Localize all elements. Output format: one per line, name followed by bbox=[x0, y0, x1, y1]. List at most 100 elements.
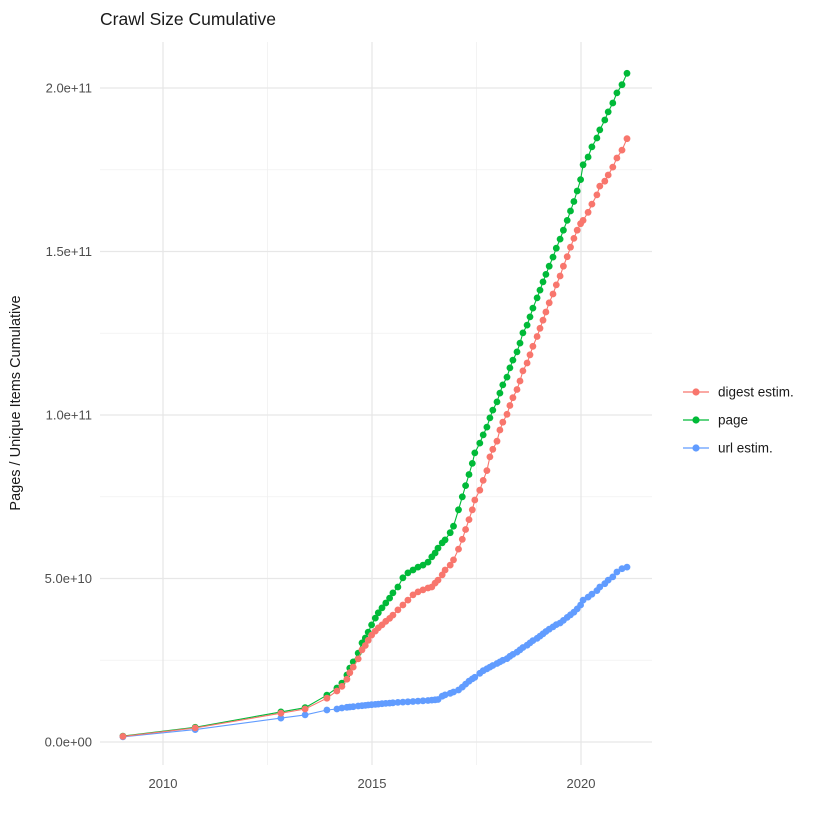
legend-key-point bbox=[692, 388, 700, 396]
data-point bbox=[394, 699, 402, 706]
data-point bbox=[389, 699, 397, 707]
data-point bbox=[404, 569, 412, 577]
data-point bbox=[458, 493, 466, 501]
data-point bbox=[579, 217, 587, 224]
legend-item-url-estim: url estim. bbox=[683, 441, 773, 456]
data-point bbox=[479, 431, 487, 439]
data-point bbox=[424, 558, 432, 566]
data-point bbox=[567, 243, 574, 251]
data-point bbox=[364, 636, 372, 644]
x-tick-label: 2020 bbox=[567, 776, 596, 791]
data-point bbox=[489, 445, 497, 453]
data-point bbox=[399, 574, 407, 582]
data-point bbox=[441, 691, 449, 699]
data-point bbox=[533, 294, 541, 302]
data-point bbox=[523, 359, 531, 367]
data-point bbox=[333, 687, 341, 695]
data-point bbox=[623, 563, 631, 571]
data-point bbox=[301, 705, 309, 713]
data-point bbox=[399, 601, 407, 609]
data-point bbox=[338, 704, 346, 712]
y-tick-label: 0.0e+00 bbox=[45, 735, 92, 750]
data-point bbox=[593, 134, 601, 142]
data-point bbox=[499, 381, 507, 389]
data-point bbox=[618, 146, 626, 154]
data-point bbox=[539, 278, 547, 286]
series-layer bbox=[119, 69, 631, 741]
data-point bbox=[493, 398, 501, 406]
data-point bbox=[601, 116, 609, 124]
data-point bbox=[343, 675, 351, 683]
x-axis-tick-labels: 2010 2015 2020 bbox=[149, 776, 596, 791]
data-point bbox=[613, 154, 621, 162]
data-point bbox=[378, 604, 386, 612]
data-point bbox=[476, 439, 484, 447]
data-point bbox=[441, 536, 449, 544]
data-point bbox=[509, 394, 517, 402]
data-point bbox=[526, 313, 534, 321]
data-point bbox=[623, 135, 631, 143]
data-point bbox=[493, 437, 501, 445]
data-point bbox=[431, 549, 439, 557]
data-point bbox=[513, 386, 521, 393]
data-point bbox=[446, 529, 454, 537]
data-point bbox=[570, 198, 578, 205]
data-point bbox=[529, 342, 537, 350]
data-point bbox=[361, 642, 369, 649]
legend-key-point bbox=[692, 416, 700, 424]
data-point bbox=[503, 410, 511, 418]
data-point bbox=[545, 299, 553, 307]
data-point bbox=[458, 535, 466, 543]
data-point bbox=[539, 316, 547, 324]
data-point bbox=[346, 669, 354, 677]
data-point bbox=[552, 281, 560, 289]
data-point bbox=[462, 526, 469, 533]
data-point bbox=[414, 697, 422, 705]
data-point bbox=[471, 449, 479, 457]
data-point bbox=[588, 143, 596, 151]
data-point bbox=[471, 673, 479, 681]
data-point bbox=[503, 373, 511, 381]
legend-item-page: page bbox=[683, 413, 748, 428]
data-point bbox=[465, 471, 473, 478]
data-point bbox=[323, 694, 331, 702]
data-point bbox=[394, 606, 402, 614]
data-point bbox=[446, 561, 454, 569]
data-point bbox=[513, 348, 521, 356]
data-point bbox=[323, 706, 331, 714]
data-point bbox=[450, 522, 457, 530]
data-point bbox=[506, 364, 514, 372]
data-point bbox=[584, 208, 592, 216]
data-point bbox=[499, 418, 507, 426]
data-point bbox=[563, 217, 571, 224]
data-point bbox=[277, 714, 285, 722]
data-point bbox=[552, 244, 560, 252]
data-point bbox=[613, 568, 621, 576]
data-point bbox=[119, 733, 127, 740]
data-point bbox=[301, 711, 309, 719]
y-axis-tick-labels: 0.0e+00 5.0e+10 1.0e+11 1.5e+11 2.0e+11 bbox=[45, 81, 92, 750]
data-point bbox=[419, 561, 427, 569]
data-point bbox=[613, 89, 621, 97]
data-point bbox=[536, 324, 544, 332]
data-point bbox=[404, 698, 412, 706]
data-point bbox=[409, 591, 417, 599]
data-point bbox=[609, 163, 617, 171]
legend-item-label: digest estim. bbox=[718, 385, 794, 400]
series-url-estim bbox=[119, 563, 631, 741]
data-point bbox=[567, 207, 574, 215]
data-point bbox=[584, 153, 592, 161]
data-point bbox=[519, 329, 527, 337]
data-point bbox=[471, 496, 479, 504]
data-point bbox=[573, 187, 581, 195]
data-point bbox=[434, 544, 442, 552]
data-point bbox=[529, 304, 537, 312]
data-point bbox=[526, 351, 534, 359]
data-point bbox=[604, 108, 612, 116]
legend-item-label: page bbox=[718, 413, 748, 428]
data-point bbox=[519, 367, 527, 375]
data-point bbox=[338, 683, 346, 690]
data-point bbox=[623, 69, 631, 77]
data-point bbox=[556, 272, 564, 280]
